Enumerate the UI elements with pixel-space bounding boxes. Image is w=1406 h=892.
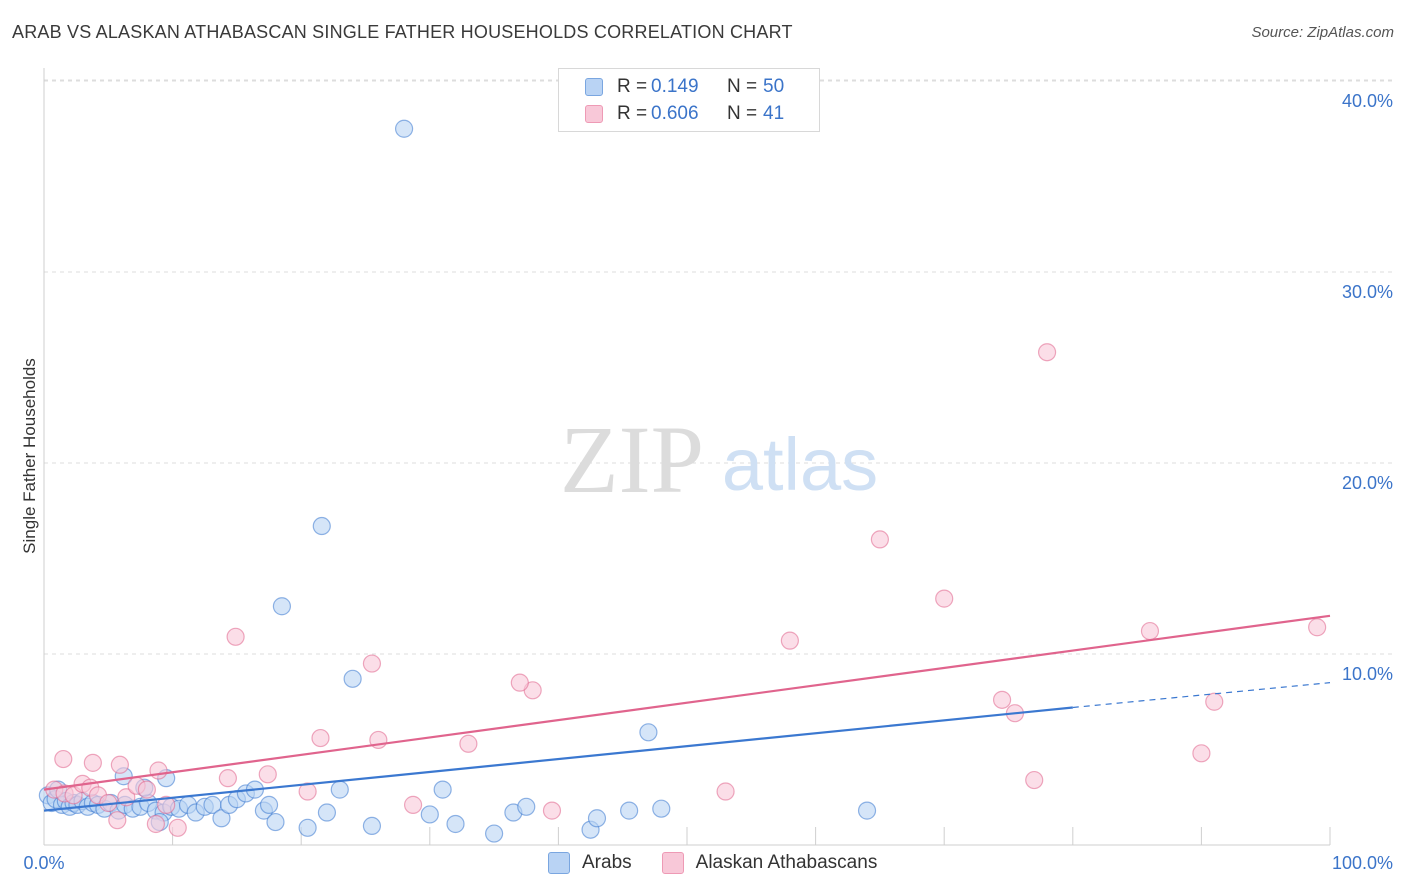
alaskan-point <box>149 761 168 780</box>
trendlines <box>43 614 1331 812</box>
legend-n-value-arabs: 50 <box>763 76 785 97</box>
arabs-point <box>485 824 504 843</box>
alaskan-point <box>1205 692 1224 711</box>
arabs-point <box>433 780 452 799</box>
legend-label-alaskan: Alaskan Athabascans <box>695 852 878 873</box>
alaskan-point <box>226 627 245 646</box>
arabs-point <box>259 795 279 814</box>
alaskan-point <box>157 795 176 814</box>
y-tick-label: 10.0% <box>1342 664 1393 684</box>
alaskan-point <box>54 749 73 769</box>
arabs-point <box>362 816 382 836</box>
arabs-point <box>517 797 536 816</box>
alaskan-point <box>83 753 102 772</box>
y-tick-label: 30.0% <box>1342 282 1393 302</box>
alaskan-point <box>1192 744 1211 763</box>
legend-r-value-alaskan: 0.606 <box>651 103 699 124</box>
alaskan-point <box>542 801 562 820</box>
arabs-point <box>343 669 362 688</box>
arabs-point <box>212 809 231 828</box>
watermark-atlas: atlas <box>722 423 878 506</box>
alaskan-point <box>870 530 890 549</box>
arabs-point <box>330 780 349 799</box>
legend-row-alaskan: R = 0.606 N = 41 <box>585 101 784 127</box>
alaskan-point <box>935 589 954 608</box>
alaskan-point <box>108 811 127 830</box>
alaskan-point <box>1025 770 1044 790</box>
trendline-arabs <box>43 706 1073 812</box>
alaskan-point <box>780 631 799 650</box>
legend-item-alaskan[interactable]: Alaskan Athabascans <box>661 852 878 874</box>
arabs-point <box>857 801 877 820</box>
arabs-point <box>394 119 414 138</box>
alaskan-point <box>403 795 423 814</box>
arabs-point <box>420 805 439 824</box>
alaskan-point <box>146 814 165 834</box>
trendline-alaskan <box>43 614 1331 791</box>
legend-r-label: R = <box>617 103 648 124</box>
alaskan-point <box>168 818 187 837</box>
legend-r-label: R = <box>617 76 648 97</box>
legend-swatch-arabs <box>585 78 603 96</box>
alaskan-point <box>992 690 1012 709</box>
arabs-point <box>587 809 607 828</box>
alaskan-point <box>311 728 330 748</box>
alaskan-point <box>110 755 129 774</box>
alaskan-point <box>1037 343 1057 362</box>
legend-row-arabs: R = 0.149 N = 50 <box>585 74 784 100</box>
alaskan-point <box>137 780 156 799</box>
y-tick-label: 20.0% <box>1342 473 1393 493</box>
legend-n-value-alaskan: 41 <box>763 103 785 124</box>
alaskan-point <box>1308 618 1327 637</box>
y-axis-label: Single Father Households <box>20 358 39 554</box>
tick-labels: 10.0% 20.0% 30.0% 40.0% 0.0% 100.0% <box>23 91 1393 873</box>
x-tick-label: 100.0% <box>1332 853 1393 873</box>
gridlines <box>44 79 1392 655</box>
alaskan-point <box>510 673 529 692</box>
alaskan-point <box>362 654 382 673</box>
arabs-point <box>639 723 658 742</box>
alaskan-point <box>218 769 237 788</box>
legend-n-label: N = <box>727 103 758 124</box>
x-tick-label: 0.0% <box>23 853 64 873</box>
legend-n-label: N = <box>727 76 758 97</box>
series-legend: Arabs Alaskan Athabascans <box>548 852 907 874</box>
stats-legend: R = 0.149 N = 50 R = 0.606 N = 41 <box>558 68 820 132</box>
legend-item-arabs[interactable]: Arabs <box>548 852 632 874</box>
trendline-arabs-extension <box>1072 682 1331 709</box>
arabs-point <box>272 597 292 616</box>
alaskan-point <box>298 782 317 801</box>
y-tick-label: 40.0% <box>1342 91 1393 111</box>
arabs-point <box>312 516 331 536</box>
legend-swatch-arabs <box>548 852 570 874</box>
chart-title: ARAB VS ALASKAN ATHABASCAN SINGLE FATHER… <box>12 22 793 42</box>
series-alaskan-athabascans <box>45 343 1327 837</box>
legend-label-arabs: Arabs <box>582 852 632 873</box>
arabs-point <box>620 801 639 820</box>
watermark: ZIP atlas <box>560 406 878 513</box>
alaskan-point <box>1140 621 1160 641</box>
arabs-point <box>266 812 285 832</box>
source-label: Source: ZipAtlas.com <box>1251 24 1394 41</box>
arabs-point <box>317 803 337 822</box>
watermark-zip: ZIP <box>560 406 704 513</box>
legend-swatch-alaskan <box>661 852 684 874</box>
arabs-point <box>446 814 465 834</box>
arabs-point <box>298 818 317 837</box>
arabs-point <box>652 799 671 818</box>
alaskan-point <box>258 765 277 784</box>
legend-r-value-arabs: 0.149 <box>651 76 699 97</box>
legend-swatch-alaskan <box>585 105 603 123</box>
alaskan-point <box>459 734 478 753</box>
alaskan-point <box>716 782 735 801</box>
